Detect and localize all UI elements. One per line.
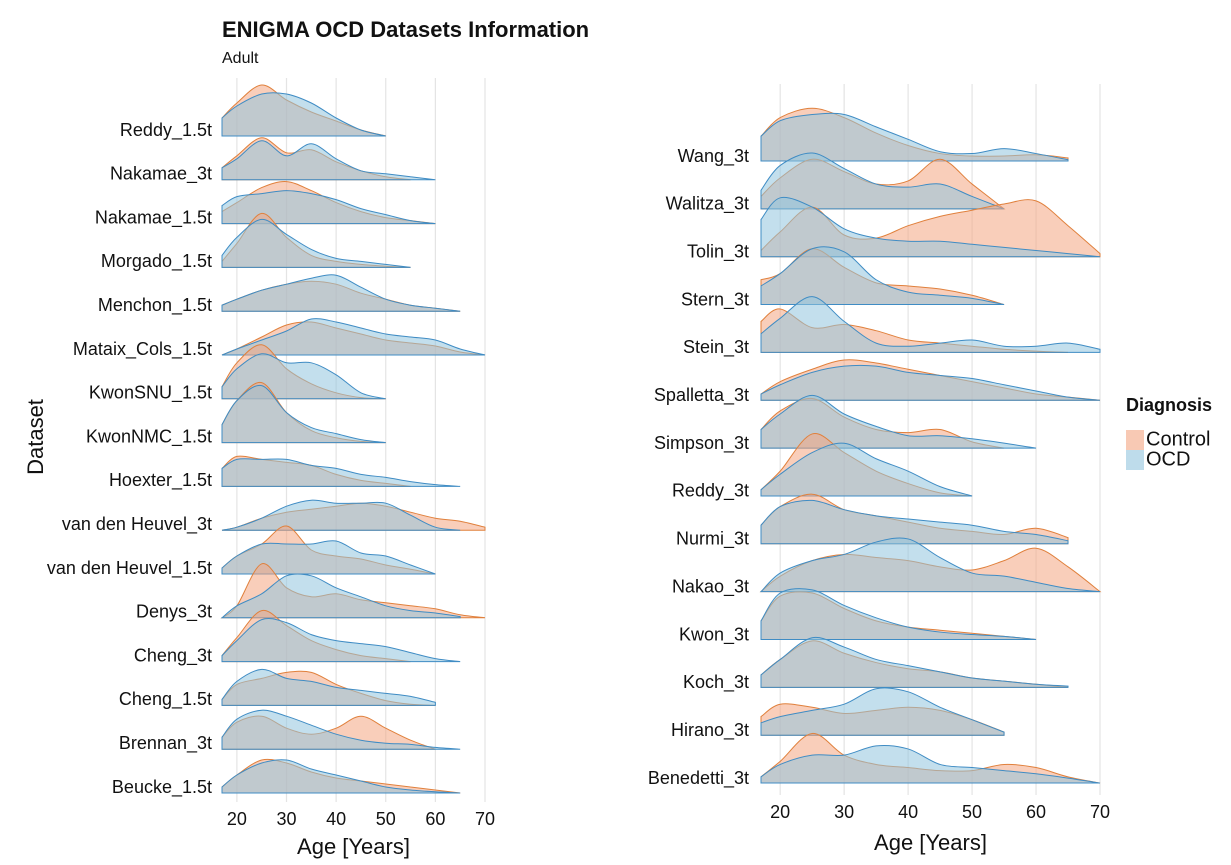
category-label: Simpson_3t	[654, 433, 749, 454]
category-label: Benedetti_3t	[648, 768, 749, 789]
density-ridge	[760, 296, 1101, 353]
x-tick-label: 60	[425, 809, 445, 829]
category-label: Stein_3t	[683, 337, 749, 358]
category-label: KwonNMC_1.5t	[86, 426, 212, 447]
category-label: Kwon_3t	[679, 624, 749, 645]
category-label: Nakamae_3t	[110, 164, 212, 185]
density-ridge	[221, 140, 436, 181]
category-label: Nakamae_1.5t	[95, 207, 212, 228]
density-ridge	[221, 92, 386, 137]
x-tick-label: 40	[326, 809, 346, 829]
category-label: Beucke_1.5t	[112, 777, 212, 798]
density-ridge	[221, 617, 461, 663]
category-label: Brennan_3t	[119, 733, 212, 754]
category-label: Koch_3t	[683, 672, 749, 693]
density-ridge	[760, 499, 1069, 545]
category-label: Menchon_1.5t	[98, 295, 212, 316]
category-label: Nurmi_3t	[676, 529, 749, 550]
category-label: Reddy_1.5t	[120, 120, 212, 141]
y-axis-label: Dataset	[23, 399, 48, 475]
density-ridge	[760, 636, 1069, 688]
density-ridge	[760, 588, 1037, 640]
category-label: van den Heuvel_3t	[62, 514, 212, 535]
density-ridge	[221, 709, 461, 750]
density-ridge	[760, 112, 1069, 162]
x-tick-label: 30	[276, 809, 296, 829]
density-ridge	[221, 274, 461, 312]
category-label: Tolin_3t	[687, 241, 749, 262]
category-label: Cheng_3t	[134, 645, 212, 666]
density-ridge	[221, 318, 486, 356]
category-label: Morgado_1.5t	[101, 251, 212, 272]
category-label: Walitza_3t	[666, 194, 749, 215]
x-tick-label: 30	[834, 802, 854, 822]
chart-title: ENIGMA OCD Datasets Information	[222, 17, 589, 42]
density-ridge	[221, 384, 386, 444]
x-tick-label: 20	[770, 802, 790, 822]
category-label: Wang_3t	[678, 146, 749, 167]
category-label: KwonSNU_1.5t	[89, 383, 212, 404]
density-ridge	[760, 364, 1101, 401]
x-tick-label: 50	[376, 809, 396, 829]
x-tick-label: 20	[227, 809, 247, 829]
category-label: Mataix_Cols_1.5t	[73, 339, 212, 360]
x-axis-label: Age [Years]	[297, 834, 410, 859]
density-ridge	[759, 537, 1101, 593]
x-tick-label: 50	[962, 802, 982, 822]
category-label: Hoexter_1.5t	[109, 470, 212, 491]
x-tick-label: 60	[1026, 802, 1046, 822]
density-ridge	[760, 687, 1005, 736]
density-ridge	[760, 152, 1005, 210]
density-ridge	[221, 759, 461, 794]
density-ridge	[221, 668, 436, 706]
legend-label: Control	[1146, 428, 1210, 450]
category-label: van den Heuvel_1.5t	[47, 558, 212, 579]
category-label: Cheng_1.5t	[119, 689, 212, 710]
density-ridge	[220, 573, 461, 619]
legend-swatch	[1126, 430, 1144, 450]
category-label: Reddy_3t	[672, 481, 749, 502]
x-axis-label: Age [Years]	[874, 830, 987, 855]
x-tick-label: 70	[475, 809, 495, 829]
category-label: Denys_3t	[136, 602, 212, 623]
legend-swatch	[1126, 450, 1144, 470]
category-label: Stern_3t	[681, 289, 749, 310]
density-ridge	[760, 394, 1037, 449]
density-ridge	[760, 442, 973, 497]
density-ridge	[221, 540, 436, 575]
legend-label: OCD	[1146, 448, 1190, 470]
density-ridge	[221, 458, 461, 487]
x-tick-label: 40	[898, 802, 918, 822]
density-ridge	[760, 246, 1005, 306]
x-tick-label: 70	[1090, 802, 1110, 822]
density-ridge	[760, 196, 1101, 258]
category-label: Spalletta_3t	[654, 385, 749, 406]
density-ridge	[221, 218, 411, 268]
category-label: Nakao_3t	[672, 576, 749, 597]
chart-subtitle: Adult	[222, 50, 259, 67]
legend-title: Diagnosis	[1126, 395, 1212, 415]
density-ridge	[221, 499, 461, 531]
category-label: Hirano_3t	[671, 720, 749, 741]
density-ridge	[221, 190, 436, 225]
density-ridge	[760, 744, 1101, 784]
